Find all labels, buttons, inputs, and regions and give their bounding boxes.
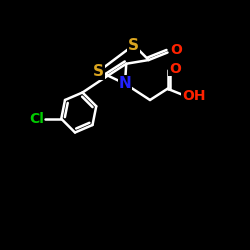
Text: O: O — [169, 62, 181, 76]
Text: S: S — [128, 38, 139, 52]
Text: N: N — [119, 76, 132, 91]
Text: S: S — [93, 64, 104, 79]
Text: OH: OH — [182, 89, 206, 103]
Text: O: O — [170, 44, 182, 58]
Text: Cl: Cl — [29, 112, 44, 126]
